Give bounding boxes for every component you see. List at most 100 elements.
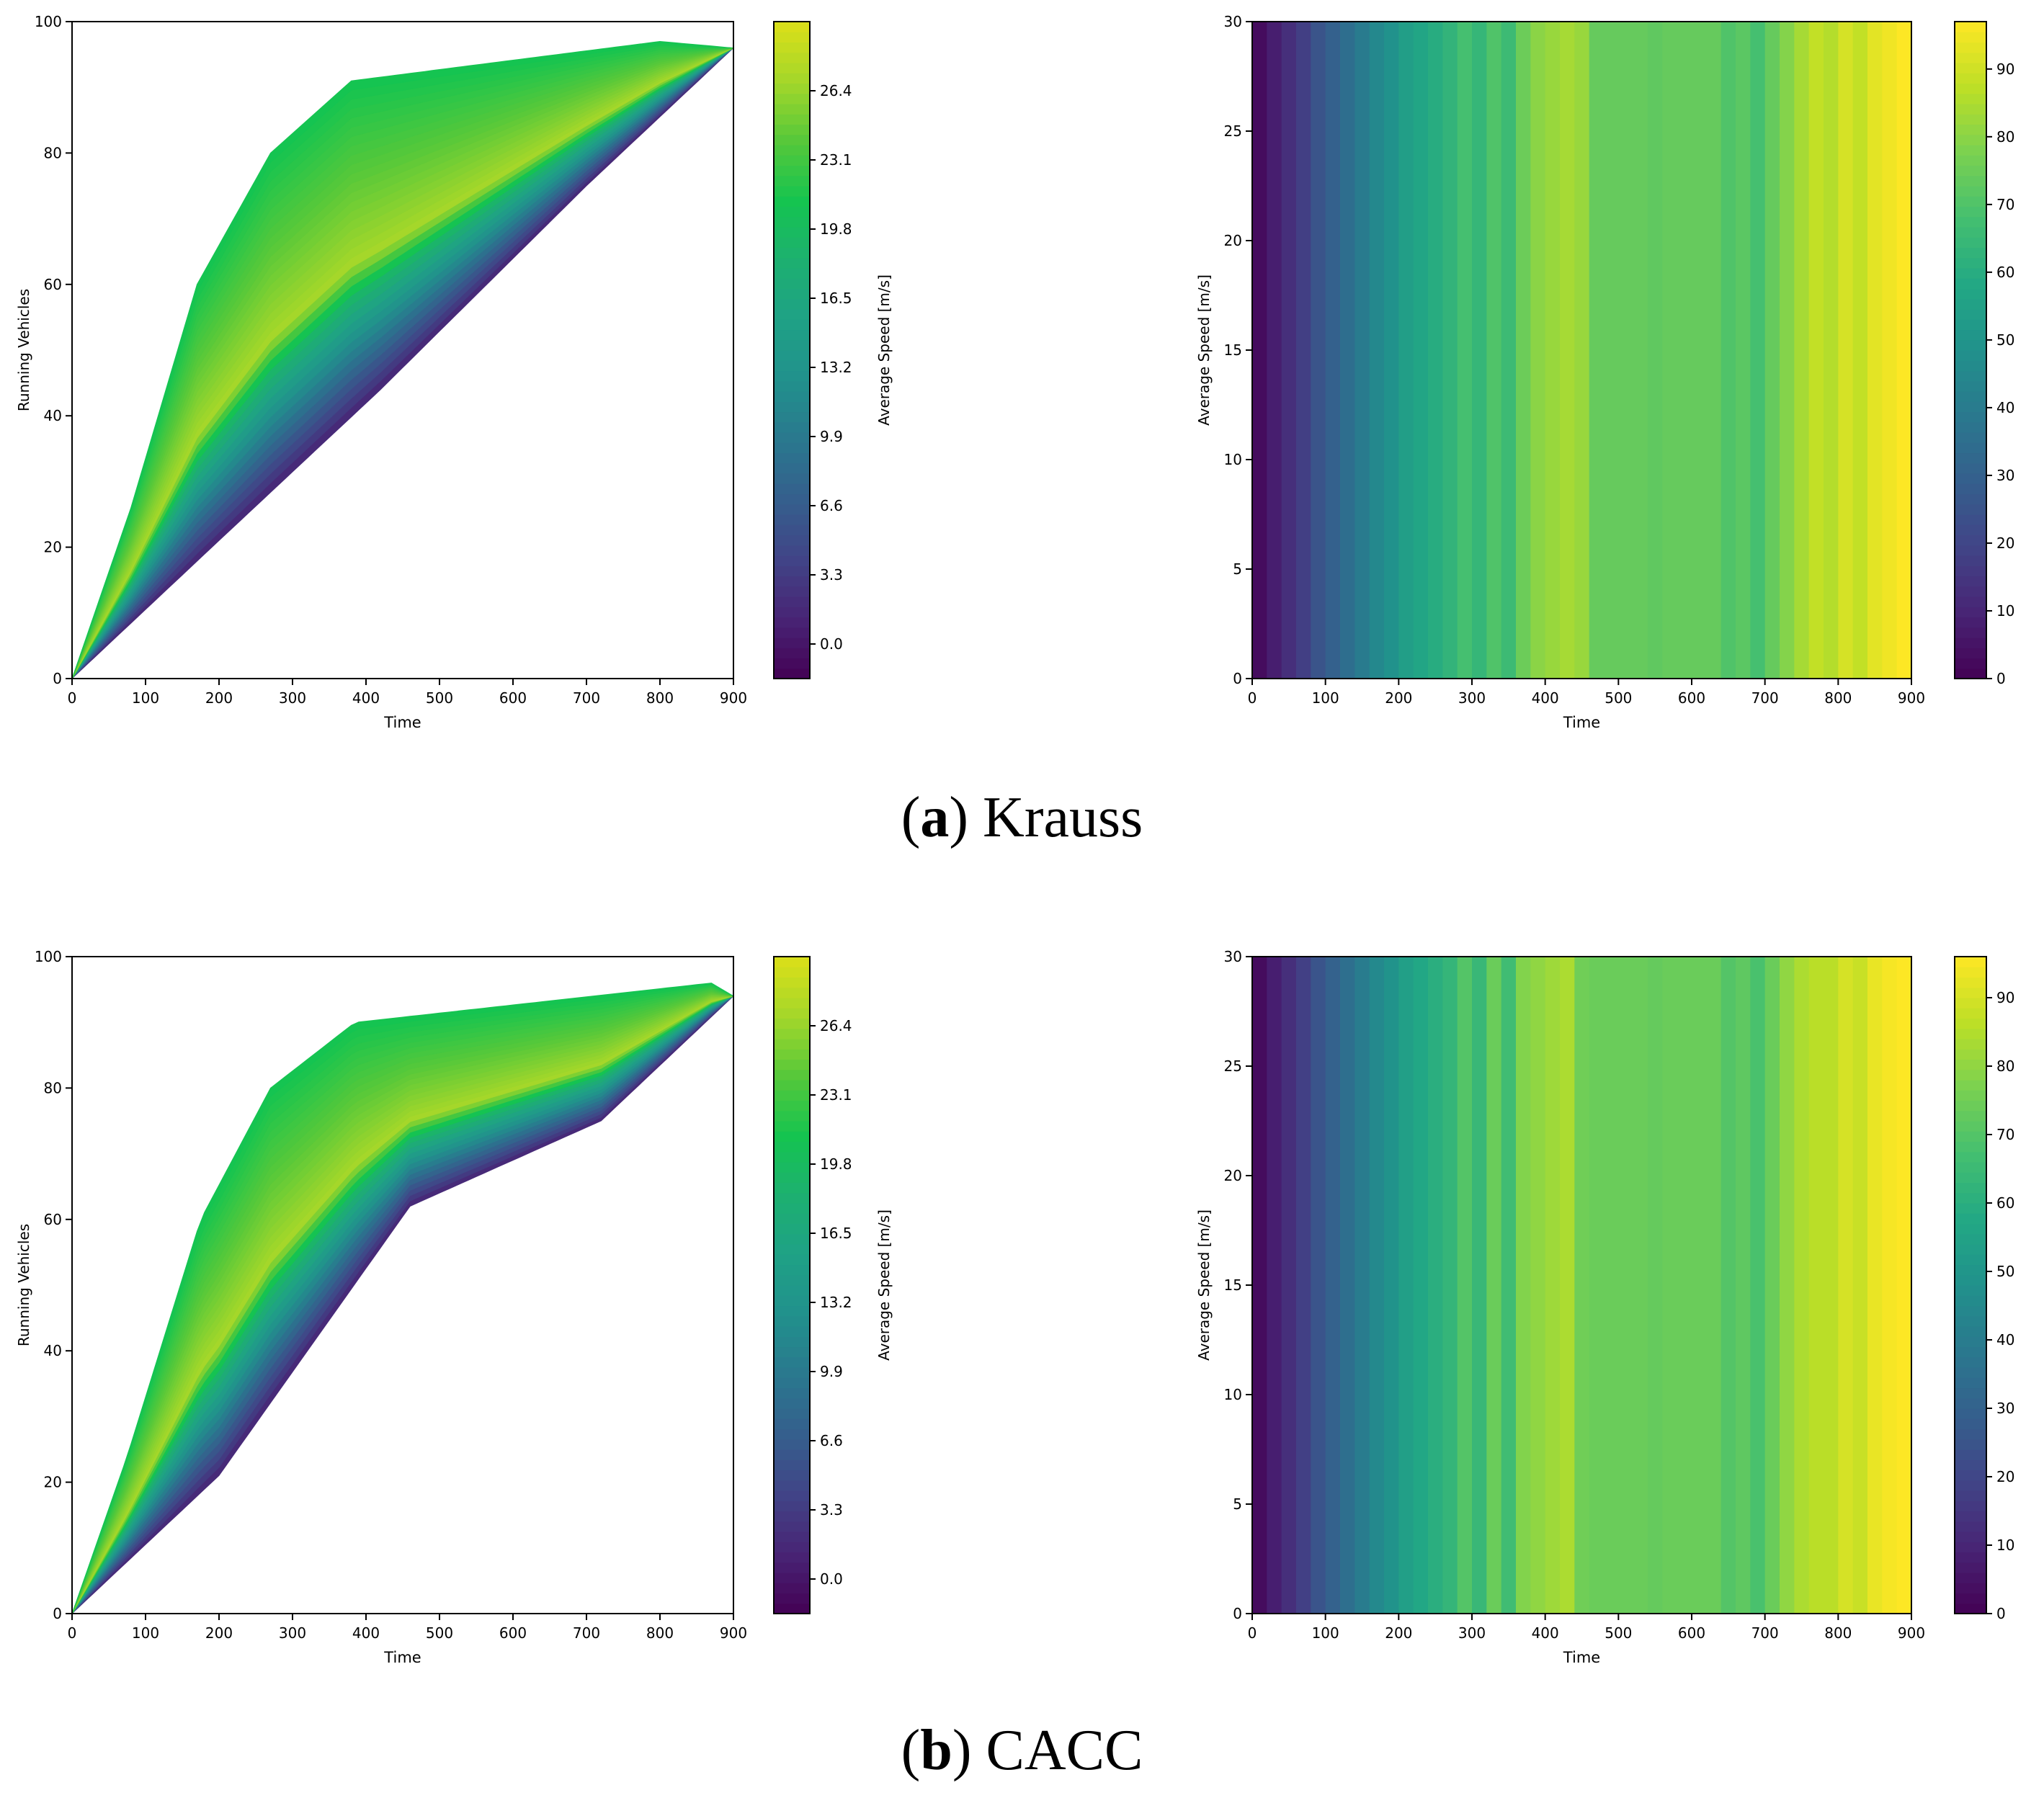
a-left-colorbar-segment [774,555,810,566]
a-left-colorbar-segment [774,535,810,546]
heatmap-column [1852,957,1868,1614]
b-right-ytick-label: 5 [1233,1495,1242,1513]
a-right-colorbar-segment [1955,391,1986,402]
a-right-colorbar-segment [1955,83,1986,94]
heatmap-column [1706,22,1722,679]
b-left-colorbar-segment [774,1151,810,1163]
b-left-colorbar-segment [774,1367,810,1378]
heatmap-column [1662,22,1678,679]
a-right-colorbar-segment [1955,278,1986,290]
heatmap-column [1340,957,1356,1614]
b-right-colorbar-segment [1955,967,1986,978]
b-right-colorbar-segment [1955,1315,1986,1327]
a-left-colorbar-segment [774,545,810,556]
b-right-colorbar-segment [1955,1100,1986,1112]
a-left-colorbar-frame [773,21,811,679]
b-right-colorbar-segment [1955,1223,1986,1235]
a-right-ytick-label: 0 [1233,670,1242,687]
b-left-colorbar-segment [774,1480,810,1491]
b-left-xtick-label: 200 [205,1624,233,1642]
a-right-colorbar-segment [1955,186,1986,197]
heatmap-column [1574,22,1590,679]
b-right-ytick-label: 25 [1224,1057,1242,1075]
b-right-colorbar-tick-label: 20 [1996,1468,2014,1485]
b-left-colorbar-segment [774,1418,810,1430]
a-right-colorbar-segment [1955,411,1986,423]
b-left-colorbar-tick-label: 23.1 [820,1086,852,1104]
b-right-colorbar-segment [1955,1531,1986,1542]
a-left-colorbar-segment [774,442,810,454]
a-left-colorbar-tick-label: 3.3 [820,566,843,583]
a-left-ytick-label: 100 [35,13,62,30]
heatmap-column [1457,22,1473,679]
heatmap-column [1867,957,1883,1614]
b-left-colorbar-segment [774,1531,810,1542]
heatmap-column [1560,957,1576,1614]
a-left-xtick-label: 500 [426,689,453,707]
b-right-colorbar-segment [1955,957,1986,967]
a-left-ytick-label: 40 [44,407,62,424]
b-right-colorbar-segment [1955,987,1986,998]
heatmap-column [1457,957,1473,1614]
a-right-ylabel: Average Speed [m/s] [1195,274,1213,426]
a-right-colorbar-segment [1955,442,1986,454]
heatmap-column [1486,957,1502,1614]
heatmap-column [1398,957,1414,1614]
a-right-colorbar-segment [1955,104,1986,115]
a-right-colorbar-segment [1955,73,1986,84]
b-left-colorbar-segment [774,1336,810,1348]
b-left-colorbar-segment [774,1162,810,1173]
b-left-colorbar-segment [774,1326,810,1337]
a-left-colorbar-segment [774,627,810,638]
b-left-colorbar-segment [774,1203,810,1214]
b-left-colorbar-segment [774,1490,810,1501]
a-right-ytick-label: 5 [1233,560,1242,578]
a-left-colorbar-segment [774,104,810,115]
b-right-colorbar-segment [1955,1028,1986,1039]
a-left-ytick-label: 20 [44,539,62,556]
a-right-colorbar-segment [1955,432,1986,443]
a-right-ytick-label: 10 [1224,451,1242,468]
b-left-colorbar-segment [774,1377,810,1389]
b-left-colorbar-tick-label: 9.9 [820,1363,843,1380]
b-right-ytick-label: 20 [1224,1167,1242,1184]
a-right-xtick-label: 500 [1605,689,1632,707]
a-left-colorbar-segment [774,586,810,597]
b-left-ytick-label: 40 [44,1342,62,1359]
heatmap-column [1618,957,1634,1614]
heatmap-column [1413,957,1429,1614]
a-left-colorbar-segment [774,514,810,525]
heatmap-column [1428,22,1444,679]
b-right-colorbar-tick-label: 60 [1996,1194,2014,1212]
b-left-colorbar-segment [774,1110,810,1122]
b-right-colorbar-segment [1955,1490,1986,1501]
heatmap-column [1501,957,1517,1614]
b-right-colorbar-segment [1955,1059,1986,1070]
heatmap-column [1736,22,1751,679]
a-right-colorbar-segment [1955,380,1986,392]
a-left-colorbar-segment [774,401,810,413]
b-right-xlabel: Time [1563,1649,1600,1666]
a-right-colorbar-segment [1955,206,1986,218]
a-right-colorbar-segment [1955,227,1986,238]
b-left-colorbar-segment [774,1018,810,1029]
b-right-xtick-label: 600 [1678,1624,1705,1642]
heatmap-column [1340,22,1356,679]
a-left-colorbar-segment [774,483,810,495]
b-right-colorbar-segment [1955,1254,1986,1266]
b-right-colorbar-segment [1955,1326,1986,1337]
b-left-colorbar-segment [774,957,810,967]
b-left-xtick-label: 100 [132,1624,159,1642]
b-right-colorbar-segment [1955,1449,1986,1460]
heatmap-column [1808,957,1824,1614]
heatmap-column [1750,22,1766,679]
a-left-colorbar-tick-label: 16.5 [820,290,852,307]
b-right-colorbar-segment [1955,1244,1986,1255]
heatmap-column [1589,22,1605,679]
a-left-ytick-label: 80 [44,144,62,161]
heatmap-column [1896,957,1912,1614]
a-right-colorbar-segment [1955,52,1986,63]
heatmap-column [1472,22,1488,679]
heatmap-column [1692,22,1708,679]
